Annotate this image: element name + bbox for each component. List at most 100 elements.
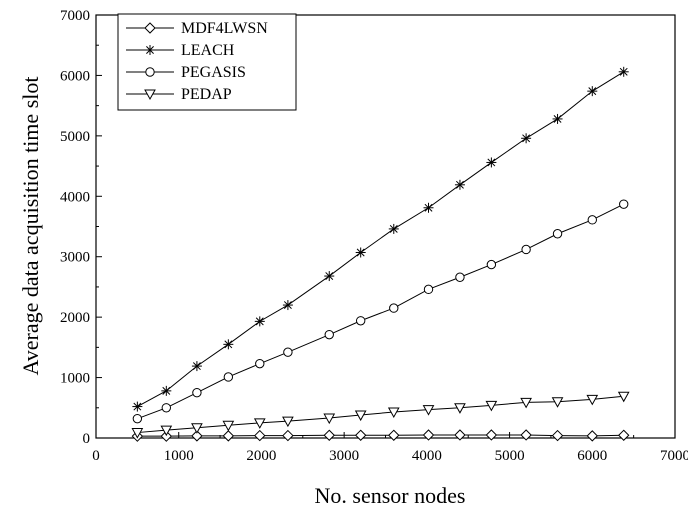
x-tick-label: 3000 [329,448,359,464]
data-point [422,429,435,441]
data-point [454,403,466,414]
data-point [520,397,532,409]
data-point [323,413,336,425]
data-point [222,420,235,432]
data-point [586,394,599,406]
data-point [587,215,597,225]
data-point [355,247,366,258]
data-point [324,271,335,282]
data-point [131,428,144,439]
series-line [137,395,624,434]
data-point [255,358,265,369]
x-tick-label: 1000 [164,448,194,464]
data-point [486,157,497,168]
y-axis-title: Average data acquisition time slot [18,77,43,376]
legend-label: MDF4LWSN [181,20,268,37]
data-point [223,372,234,382]
data-point [521,133,532,144]
data-point [132,413,143,424]
data-point [551,429,564,442]
data-point [551,397,564,408]
data-point [423,284,434,295]
data-point [223,339,234,350]
series-leach [132,66,629,412]
data-point [552,113,563,124]
series-layer [131,66,630,442]
data-point [454,429,466,441]
data-point [388,429,400,441]
series-line [137,434,624,437]
y-tick-label: 3000 [60,250,90,266]
x-tick-label: 0 [92,448,100,464]
legend-label: PEDAP [181,86,232,103]
data-point [323,429,335,441]
series-line [137,203,624,420]
data-point [160,425,173,437]
series-pegasis [132,199,629,424]
data-point [354,410,367,422]
data-point [161,403,172,413]
data-point [423,202,434,213]
y-tick-label: 0 [83,431,91,447]
y-tick-label: 6000 [60,68,90,84]
x-tick-label: 2000 [246,448,276,464]
data-point [422,405,435,416]
data-point [618,429,630,441]
y-tick-label: 4000 [60,189,90,205]
data-point [354,429,367,441]
data-point [132,401,143,412]
y-tick-label: 7000 [60,8,90,24]
data-point [485,400,498,412]
data-point [222,430,235,442]
legend-marker [144,89,156,101]
data-point [355,316,366,326]
data-point [282,300,293,311]
legend-marker [145,67,155,77]
data-point [617,391,630,403]
x-tick-label: 7000 [660,448,688,464]
legend-marker [145,45,155,55]
data-point [161,385,172,396]
data-point [254,316,265,327]
data-point [160,430,173,442]
x-axis-title: No. sensor nodes [315,483,466,508]
data-point [586,430,598,442]
x-tick-label: 6000 [577,448,607,464]
y-tick-label: 2000 [60,310,90,326]
data-point [619,199,629,209]
data-point [324,329,334,340]
data-point [389,303,399,313]
data-point [388,223,399,234]
y-tick-label: 1000 [60,371,90,387]
y-tick-label: 5000 [60,129,90,145]
data-point [192,387,202,398]
data-point [282,429,294,442]
data-point [282,416,294,428]
data-point [618,66,629,77]
series-pedap [131,391,630,439]
data-point [254,429,266,442]
x-tick-label: 5000 [495,448,525,464]
data-point [552,229,563,239]
data-point [455,272,465,282]
data-point [191,361,202,372]
data-point [486,259,497,270]
data-point [454,179,465,190]
legend: MDF4LWSN LEACH PEGASIS PEDAP [117,13,297,111]
series-line [137,71,624,408]
data-point [521,244,531,255]
data-point [387,407,400,419]
data-point [485,429,498,441]
legend-marker [144,22,156,34]
legend-label: LEACH [181,42,235,59]
x-tick-label: 4000 [412,448,442,464]
data-point [191,430,203,442]
legend-label: PEGASIS [181,64,246,81]
y-axis: 0 1000 2000 3000 4000 5000 6000 7000 [60,8,102,447]
data-point [587,86,598,97]
data-point [191,423,203,434]
series-mdf4lwsn [131,429,630,442]
data-point [283,347,293,357]
data-point [253,418,266,429]
